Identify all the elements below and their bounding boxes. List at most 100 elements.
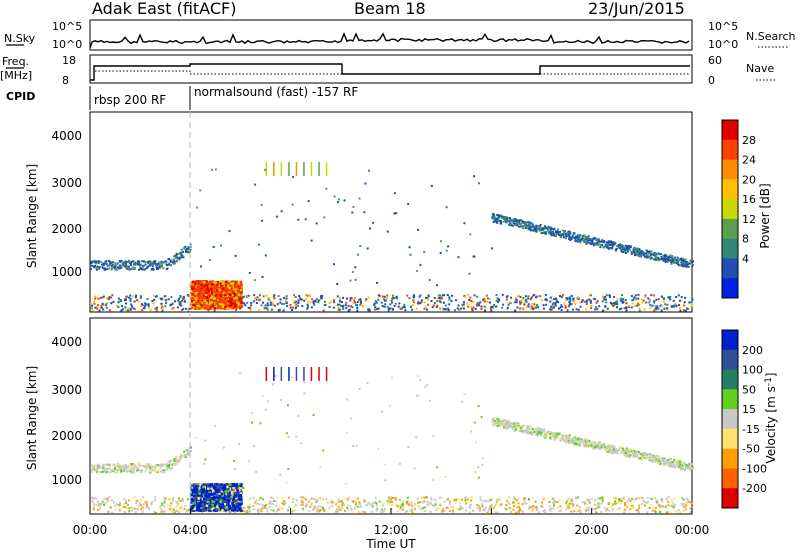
echo-point [643,255,646,258]
echo-point [185,251,188,254]
echo-point [407,504,410,507]
echo-point [596,241,598,244]
echo-point [148,469,151,472]
echo-point [421,501,424,504]
echo-point [470,496,473,499]
echo-point [527,228,530,231]
echo-point [280,508,283,511]
echo-point [430,497,433,500]
echo-point [677,509,680,512]
echo-point [359,300,362,303]
echo-point [232,292,236,295]
echo-point [595,244,598,247]
echo-point [419,294,422,297]
echo-point [126,265,129,268]
echo-point [151,264,154,267]
echo-point [554,301,557,304]
echo-point [138,268,141,271]
echo-point [295,306,298,309]
echo-point [185,511,188,514]
echo-point [477,505,480,508]
echo-point [344,304,347,307]
echo-point [185,307,188,310]
echo-point [266,308,269,311]
echo-point [164,497,167,500]
echo-point [643,308,646,311]
echo-point [243,506,246,509]
echo-point [492,213,495,216]
echo-point [141,510,144,513]
echo-point [142,503,145,506]
echo-point [167,298,170,301]
echo-point [100,261,103,263]
echo-point [375,507,378,510]
echo-point [492,305,495,308]
echo-point [424,509,427,512]
echo-point [477,302,479,305]
echo-point [269,503,272,506]
echo-point [172,307,175,310]
echo-point [399,508,402,511]
echo-point [247,506,250,509]
echo-point [308,294,311,297]
echo-point [409,305,412,308]
echo-point [530,509,533,512]
echo-point [644,256,647,259]
echo-point [106,302,109,305]
echo-point [127,309,130,312]
echo-point [237,280,241,284]
echo-point [603,506,606,509]
echo-point [133,507,136,510]
echo-point [616,298,619,301]
echo-point [151,500,154,503]
echo-point [430,502,432,505]
echo-point [618,499,621,502]
echo-point [519,507,521,510]
echo-point [321,508,323,511]
echo-point [133,263,136,266]
echo-point [667,256,670,258]
echo-point [356,309,359,312]
echo-point [671,255,674,257]
echo-point [356,306,359,309]
echo-point [102,470,105,473]
echo-point [559,230,561,233]
echo-point [690,507,693,510]
echo-point [672,506,675,509]
echo-point [219,294,222,297]
echo-point [594,298,597,301]
echo-point [548,226,551,229]
echo-point [118,468,121,471]
echo-point [675,260,678,263]
echo-point [224,284,228,287]
echo-point [193,307,197,310]
echo-point [337,505,340,508]
echo-point [541,232,544,235]
echo-point [542,307,545,310]
echo-streak [265,162,268,176]
echo-point [623,248,626,251]
echo-point [143,264,145,267]
echo-point [116,304,119,307]
echo-point [133,268,136,270]
echo-point [132,295,135,298]
echo-point [142,496,145,499]
echo-point [140,268,143,271]
echo-point [339,300,342,303]
echo-point [111,294,114,297]
echo-point [149,468,152,471]
echo-point [111,468,114,471]
echo-point [144,470,147,473]
echo-point [649,306,652,309]
echo-point [97,500,99,503]
echo-point [198,297,201,301]
echo-point [393,212,396,215]
echo-point [460,307,463,310]
echo-point [504,217,507,220]
echo-point [655,499,658,502]
echo-point [645,252,648,255]
echo-point [351,306,354,309]
echo-point [239,511,242,514]
echo-point [259,497,262,499]
echo-point [262,301,264,304]
